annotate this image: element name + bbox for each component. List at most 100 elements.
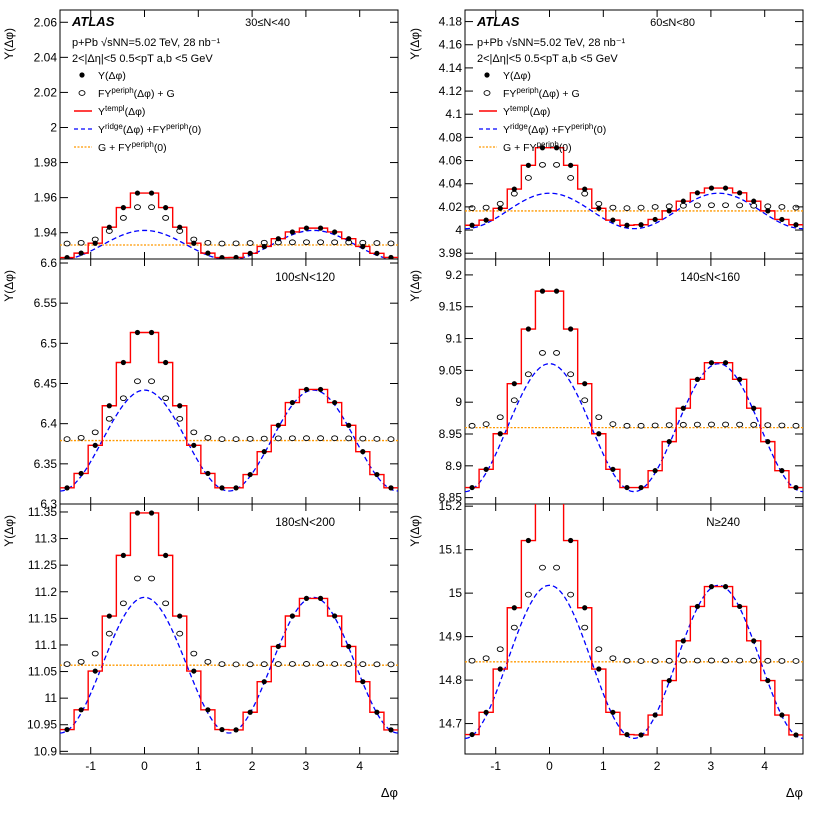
x-tick-label: 2 [654,759,661,773]
periph-point [274,661,282,667]
plot-area [60,190,398,259]
periph-point [778,658,786,664]
info-line: p+Pb √sNN=5.02 TeV, 28 nb⁻¹ [477,37,626,49]
selection-label: N≥240 [706,517,740,529]
plot-frame [59,258,399,505]
data-point [261,449,267,455]
data-point [163,359,169,366]
periph-point [246,661,254,668]
data-point [360,243,366,250]
periph-point [232,661,240,668]
periph-point [665,203,673,210]
data-point [360,679,366,685]
template-histogram [60,331,398,489]
periph-point [553,350,561,356]
data-point [708,584,715,590]
panel-top-left: 1.94 1.96 1.98 2 2.02 2.04 2.06 ATLAS 30≤N<40 p+P… [34,9,399,260]
y-tick-label: 11.35 [28,505,57,519]
data-point [722,584,729,590]
selection-label: 100≤N<120 [275,272,335,284]
data-point [106,224,112,230]
data-point [120,205,126,211]
data-point [779,468,785,474]
y-tick-label: 2.02 [34,85,58,99]
periph-point [77,658,85,665]
y-tick-label: 10.9 [34,744,58,758]
y-tick-label: 14.8 [439,673,463,687]
periph-point [764,657,772,664]
template-histogram [60,512,398,731]
y-tick-label: 11.15 [28,611,57,625]
periph-point [609,655,617,662]
y-tick-label: 8.9 [445,459,462,473]
y-tick-label: 15.2 [439,499,463,513]
data-point [694,190,700,196]
periph-point [331,435,339,442]
periph-point [317,239,325,246]
data-point [652,468,658,474]
x-tick-label: 1 [195,759,202,773]
legend-marker-periph [483,90,491,96]
data-point [638,484,644,491]
data-point [78,470,84,477]
plot-frame [464,503,804,755]
periph-point [496,200,504,207]
periph-point [623,422,631,429]
periph-point [764,422,772,428]
y-tick-label: 4.16 [439,38,463,52]
data-point [497,666,503,672]
data-point [525,162,531,168]
y-tick-label: 8.95 [439,427,463,441]
x-axis-title-left: Δφ [381,785,398,800]
y-tick-label: 1.94 [34,226,58,240]
data-point [374,250,380,256]
info-line: p+Pb √sNN=5.02 TeV, 28 nb⁻¹ [72,37,221,49]
periph-point [373,436,381,442]
template-histogram [60,192,398,259]
plot-area [465,491,803,740]
data-point [120,359,126,366]
plot-frame [59,503,399,755]
periph-point [176,415,184,422]
data-point [680,405,686,411]
y-tick-label: 11 [45,691,58,705]
periph-point [792,658,800,664]
y-tick-label: 4.14 [439,61,463,75]
data-point [134,329,141,336]
data-point [540,491,545,496]
panel-bottom-right: -1 0 1 2 3 4 14.7 14.8 14.9 15 15.1 15.2 N≥240 [439,491,804,773]
periph-point [567,371,575,378]
data-point [205,250,211,256]
data-point [247,471,253,478]
data-point [388,254,394,259]
data-point [120,552,126,558]
periph-point [567,591,575,598]
data-point [163,552,169,558]
data-point [525,326,531,332]
periph-point [232,436,240,442]
periph-point [331,661,339,667]
periph-point [482,421,490,427]
legend-marker-data [484,72,490,78]
periph-point [539,161,546,168]
data-point [568,537,574,544]
data-point [751,198,757,204]
y-tick-label: 2.06 [34,15,58,29]
periph-point [482,655,490,662]
data-point [610,217,616,223]
data-point [205,470,211,477]
data-point [624,222,630,228]
data-point [666,677,672,684]
periph-point [524,371,532,378]
data-point [177,613,183,619]
data-point [666,439,672,445]
periph-point [496,646,504,653]
periph-point [359,435,367,442]
data-point [553,288,560,294]
periph-point [77,434,85,441]
y-tick-label: 6.4 [40,417,57,431]
data-point [303,225,310,231]
template-histogram [465,147,803,226]
data-point [568,326,574,332]
